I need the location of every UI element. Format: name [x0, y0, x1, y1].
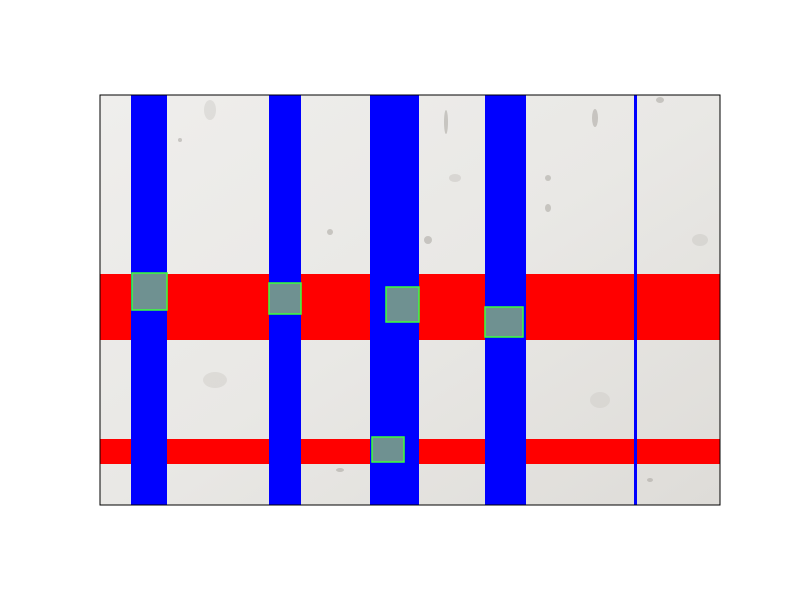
detection-box: [131, 272, 168, 311]
blue-band: [485, 95, 526, 505]
detection-box: [268, 282, 302, 315]
detection-box: [484, 306, 524, 338]
detection-box: [371, 436, 405, 463]
detection-box: [385, 286, 420, 323]
image: [100, 95, 720, 505]
blue-line: [634, 95, 637, 505]
detections: [131, 272, 524, 463]
texture-speckles: [178, 97, 708, 482]
axes-frame: [99, 94, 721, 506]
